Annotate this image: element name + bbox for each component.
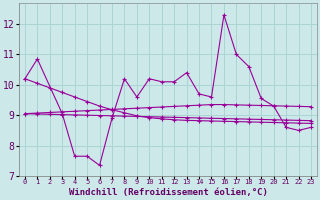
- X-axis label: Windchill (Refroidissement éolien,°C): Windchill (Refroidissement éolien,°C): [68, 188, 268, 197]
